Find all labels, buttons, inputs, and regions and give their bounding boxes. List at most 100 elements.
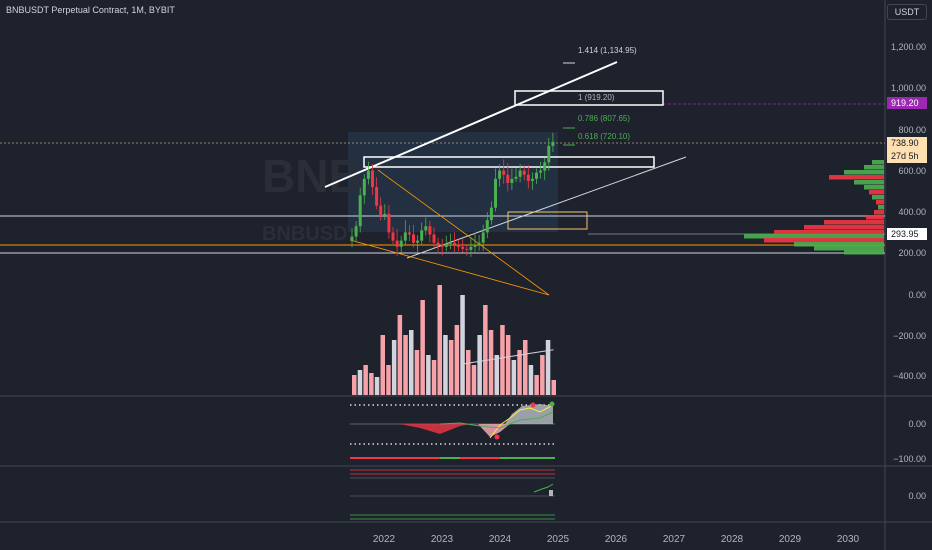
candle-body [407, 232, 411, 235]
countdown-tag: 27d 5h [887, 150, 927, 163]
candle-body [436, 242, 440, 245]
histogram-bar [540, 355, 545, 395]
price-axis-label: 800.00 [898, 125, 926, 135]
candle-body [535, 172, 538, 179]
candle-body [530, 178, 534, 181]
histogram-bar [363, 365, 368, 395]
watermark-symbol: BNB [262, 150, 362, 202]
volume-profile [744, 160, 884, 255]
histogram-bar [477, 335, 482, 395]
candle-body [477, 242, 481, 245]
candle-body [395, 240, 399, 247]
fib-label: 1 (919.20) [578, 93, 615, 102]
histogram-bar [494, 355, 499, 395]
candle-body [494, 178, 497, 208]
osc2-axis-label: 0.00 [908, 419, 926, 429]
osc2-axis-label: −100.00 [893, 454, 926, 464]
candle-body [416, 240, 420, 243]
histogram-bar [397, 315, 403, 395]
histogram-bar [460, 295, 465, 395]
time-axis-label: 2025 [546, 534, 570, 545]
candle-body [489, 207, 493, 221]
volume-profile-bar [869, 190, 884, 195]
histogram-bar [426, 355, 431, 395]
histogram-bar [471, 365, 477, 395]
volume-profile-bar [794, 242, 884, 247]
volume-profile-bar [744, 234, 884, 239]
volume-profile-bar [829, 175, 884, 180]
volume-profile-bar [872, 160, 884, 165]
candle-body [457, 244, 461, 247]
candle-body [362, 178, 366, 196]
candle-body [366, 170, 370, 179]
fib-label: 1.414 (1,134.95) [578, 46, 637, 55]
candle-body [465, 248, 469, 250]
histogram-bar [523, 340, 528, 395]
last-price-tag: 738.90 [887, 137, 927, 150]
histogram-bar [488, 330, 494, 395]
candle-body [432, 234, 436, 243]
candle-body [428, 226, 432, 235]
volume-profile-bar [864, 185, 884, 190]
histogram-bar [403, 335, 408, 395]
time-axis-label: 2024 [488, 534, 512, 545]
osc1-axis-label: 0.00 [908, 290, 926, 300]
candle-body [412, 234, 415, 243]
histogram-bar [505, 335, 511, 395]
histogram-bar [374, 377, 380, 395]
volume-profile-bar [844, 170, 884, 175]
osc3-bar [549, 490, 553, 496]
histogram-bar [409, 330, 414, 395]
osc3-axis-label: 0.00 [908, 491, 926, 501]
volume-profile-bar [866, 215, 884, 220]
candle-body [444, 243, 448, 247]
candle-body [506, 174, 510, 183]
candle-body [391, 232, 395, 241]
histogram-bar [437, 285, 442, 395]
candle-body [358, 195, 362, 227]
histogram-bar [420, 300, 425, 395]
candle-body [547, 145, 551, 163]
histogram-bar [551, 380, 556, 395]
time-axis-label: 2030 [836, 534, 860, 545]
histogram-bar [517, 350, 522, 395]
watermark-backdrop [348, 132, 558, 232]
target-price-tag: 919.20 [887, 97, 927, 109]
volume-profile-bar [764, 238, 884, 243]
target-zone-box [514, 90, 664, 106]
volume-profile-bar [844, 250, 884, 255]
fib-label: 0.786 (807.65) [578, 114, 631, 123]
currency-unit-button[interactable]: USDT [887, 4, 927, 20]
osc1-axis-label: −200.00 [893, 331, 926, 341]
histogram-bar [466, 350, 471, 395]
price-axis-label: 200.00 [898, 248, 926, 258]
histogram-bar [448, 340, 454, 395]
candle-body [453, 242, 456, 245]
time-axis-label: 2027 [662, 534, 686, 545]
volume-profile-bar [814, 246, 884, 251]
orange-trendline [377, 169, 550, 296]
volume-profile-bar [824, 220, 884, 225]
candle-body [518, 170, 522, 177]
price-axis-label: 1,200.00 [890, 42, 926, 52]
histogram-bar [357, 370, 363, 395]
histogram-bar [414, 350, 420, 395]
osc1-axis-label: −400.00 [893, 371, 926, 381]
candle-body [543, 162, 547, 171]
candlesticks [350, 132, 555, 257]
oscillator-line [439, 411, 554, 429]
histogram-bar [454, 325, 460, 395]
volume-profile-bar [876, 200, 884, 205]
time-axis-label: 2026 [604, 534, 628, 545]
demand-zone-box [507, 211, 588, 230]
histogram-bar [528, 365, 534, 395]
histogram-bar [443, 335, 448, 395]
candle-body [498, 170, 502, 179]
signal-dot [494, 434, 500, 440]
candle-body [522, 170, 526, 175]
resistance-box [363, 156, 655, 168]
candle-body [510, 178, 514, 183]
price-axis-label: 600.00 [898, 166, 926, 176]
candle-body [399, 240, 403, 247]
